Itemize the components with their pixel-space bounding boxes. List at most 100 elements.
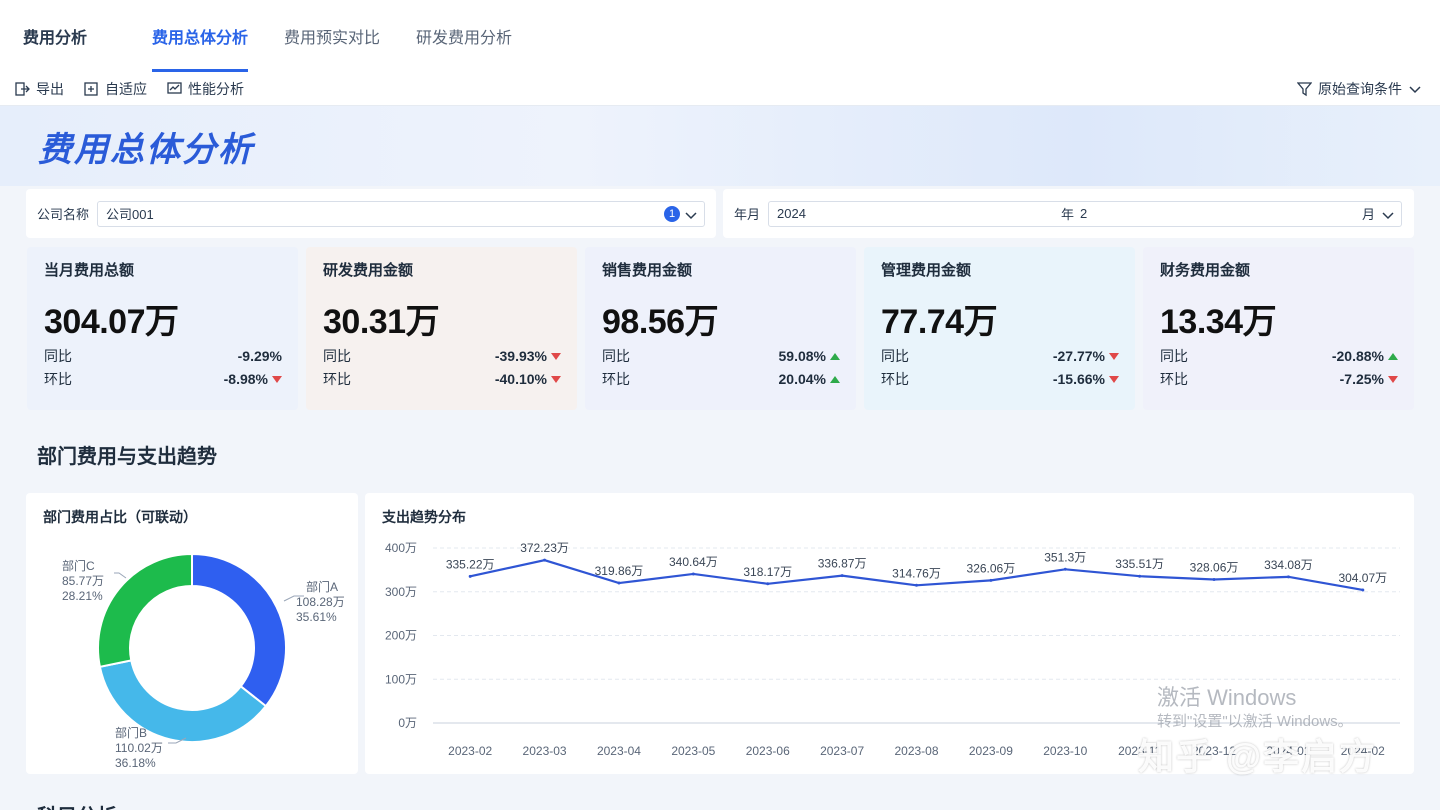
month-unit: 月 [1362, 207, 1376, 222]
kpi-mom-row: 环比 -40.10% [323, 369, 561, 389]
data-point [1361, 588, 1365, 592]
donut-leader-line [283, 595, 304, 602]
kpi-name: 研发费用金额 [323, 262, 414, 279]
kpi-value: 304.07万 [44, 303, 179, 341]
kpi-mom-value: -15.66% [1052, 371, 1105, 387]
kpi-value: 30.31万 [323, 303, 440, 341]
page-title: 费用总体分析 [38, 131, 254, 169]
kpi-yoy-label: 同比 [881, 348, 909, 364]
app-title: 费用分析 [23, 30, 88, 47]
y-tick-label: 200万 [385, 629, 417, 643]
kpi-yoy-row: 同比 -20.88% [1160, 346, 1398, 366]
x-tick-label: 2024-02 [1341, 744, 1385, 758]
kpi-mom-label: 环比 [881, 371, 909, 387]
section-title: 部门费用与支出趋势 [37, 446, 217, 468]
y-tick-label: 400万 [385, 541, 417, 555]
donut-label-name: 部门C [62, 558, 95, 573]
line-chart[interactable]: 0万 100万 200万 300万 400万 2023-02 2023-03 2023-04 2… [365, 493, 1414, 774]
query-conditions-label: 原始查询条件 [1318, 81, 1402, 97]
tab-budget-vs-actual[interactable]: 费用预实对比 [284, 30, 381, 47]
data-point [617, 581, 621, 585]
kpi-yoy-row: 同比 -9.29% [44, 346, 282, 366]
kpi-value: 77.74万 [881, 303, 998, 341]
performance-button[interactable]: 性能分析 [167, 79, 244, 99]
top-nav: 费用分析 费用总体分析 费用预实对比 研发费用分析 [0, 0, 1440, 72]
performance-label: 性能分析 [188, 80, 244, 97]
data-point [1138, 574, 1142, 578]
bottom-section-title: 科目分析 [37, 800, 117, 810]
company-select[interactable]: 公司001 1 [97, 200, 706, 227]
adaptive-button[interactable]: 自适应 [84, 79, 147, 99]
kpi-yoy-row: 同比 -39.93% [323, 346, 561, 366]
kpi-mom-value: -40.10% [494, 371, 547, 387]
donut-slice-3 [97, 552, 193, 668]
kpi-card-total[interactable]: 当月费用总额 304.07万 同比 -9.29% 环比 -8.98% [27, 247, 298, 410]
data-label: 334.08万 [1264, 558, 1313, 572]
kpi-mom-label: 环比 [602, 371, 630, 387]
performance-icon [167, 81, 182, 94]
kpi-card-rd[interactable]: 研发费用金额 30.31万 同比 -39.93% 环比 -40.10% [306, 247, 577, 410]
company-filter: 公司名称 公司001 1 [26, 189, 716, 238]
kpi-yoy-label: 同比 [323, 348, 351, 364]
kpi-yoy-value: 59.08% [778, 348, 826, 364]
trend-icon [1388, 375, 1398, 383]
data-label: 328.06万 [1190, 560, 1239, 574]
export-button[interactable]: 导出 [15, 79, 64, 99]
selected-count-badge: 1 [664, 205, 681, 222]
kpi-yoy-row: 同比 -27.77% [881, 346, 1119, 366]
x-tick-label: 2024-01 [1266, 744, 1310, 758]
x-tick-label: 2023-11 [1118, 744, 1161, 758]
data-label: 351.3万 [1044, 550, 1086, 564]
trend-icon [551, 352, 561, 360]
kpi-mom-label: 环比 [44, 371, 72, 387]
x-tick-label: 2023-09 [969, 744, 1013, 758]
data-point [915, 583, 918, 587]
trend-icon [551, 375, 561, 383]
data-label: 319.86万 [595, 564, 644, 578]
expense-trend-panel: 支出趋势分布 0万 100万 200万 300万 400万 2023-02 2023-03 2… [365, 493, 1414, 774]
department-share-panel: 部门费用占比（可联动） 部门A 108.28万 35.61% 部门B 110.02万 36… [26, 493, 358, 774]
chevron-down-icon [1382, 211, 1394, 219]
donut-label-value: 110.02万 [115, 741, 163, 755]
trend-icon [272, 375, 282, 383]
kpi-yoy-label: 同比 [44, 348, 72, 364]
data-point [468, 574, 472, 578]
kpi-card-management[interactable]: 管理费用金额 77.74万 同比 -27.77% 环比 -15.66% [864, 247, 1135, 410]
filter-icon [1297, 81, 1312, 96]
query-conditions-dropdown[interactable]: 原始查询条件 [1291, 72, 1428, 106]
trend-icon [1109, 375, 1119, 383]
month-value: 2 [1080, 206, 1088, 221]
data-point [1063, 567, 1067, 571]
chevron-down-icon [685, 211, 697, 219]
data-label: 304.07万 [1338, 571, 1387, 585]
kpi-mom-label: 环比 [1160, 371, 1188, 387]
kpi-card-finance[interactable]: 财务费用金额 13.34万 同比 -20.88% 环比 -7.25% [1143, 247, 1414, 410]
kpi-yoy-row: 同比 59.08% [602, 346, 840, 366]
data-point [1286, 575, 1290, 579]
tab-overall-analysis[interactable]: 费用总体分析 [152, 0, 249, 72]
data-point [989, 578, 993, 582]
kpi-yoy-value: -27.77% [1052, 348, 1105, 364]
donut-label-name: 部门B [115, 725, 147, 740]
trend-icon [830, 352, 840, 360]
activation-watermark-title: 激活 Windows [1157, 685, 1297, 710]
kpi-card-sales[interactable]: 销售费用金额 98.56万 同比 59.08% 环比 20.04% [585, 247, 856, 410]
panel-title: 部门费用占比（可联动） [43, 509, 197, 525]
x-tick-label: 2023-05 [671, 744, 715, 758]
data-point [1212, 577, 1216, 581]
y-tick-label: 0万 [398, 716, 417, 730]
period-select[interactable]: 2024 年 2 月 [768, 200, 1403, 227]
toolbar: 导出 自适应 性能分析 原始查询条件 [0, 72, 1440, 106]
tab-rd-cost-analysis[interactable]: 研发费用分析 [416, 30, 513, 47]
tab-bar: 费用总体分析 费用预实对比 研发费用分析 [152, 0, 548, 72]
chevron-down-icon [1409, 86, 1421, 94]
kpi-name: 当月费用总额 [44, 262, 135, 279]
kpi-name: 财务费用金额 [1160, 262, 1251, 279]
donut-slice-2 [98, 659, 268, 743]
company-select-value: 公司001 [106, 207, 154, 222]
data-label: 335.22万 [446, 557, 495, 571]
year-value: 2024 [777, 206, 806, 221]
data-point [691, 572, 695, 576]
kpi-name: 销售费用金额 [602, 262, 693, 279]
